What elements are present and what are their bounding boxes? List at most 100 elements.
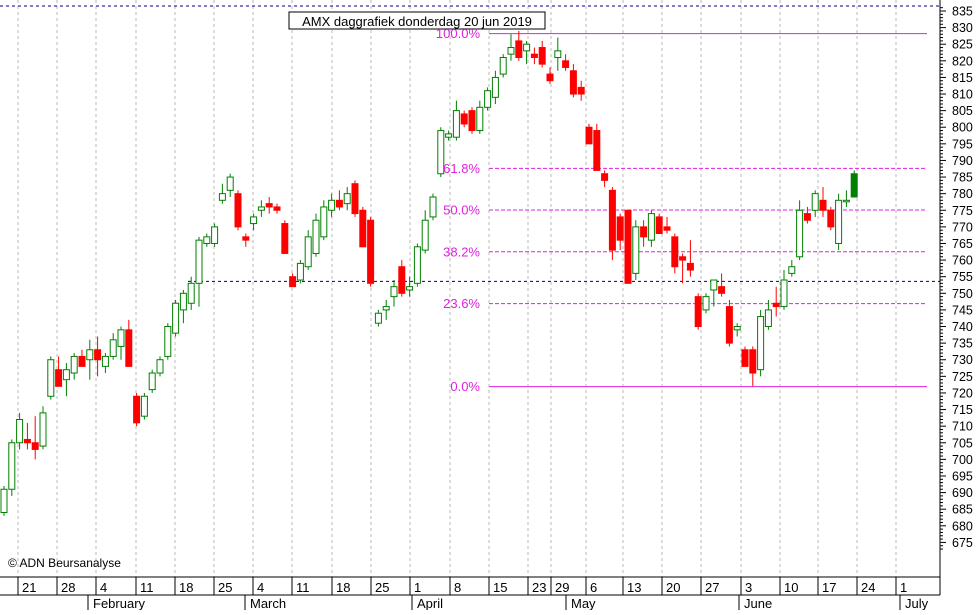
candle-body (359, 209, 367, 248)
candle-body (780, 279, 788, 308)
candle-body (140, 395, 148, 417)
fib-level-label: 50.0% (443, 202, 480, 217)
y-tick-label: 750 (952, 287, 973, 301)
month-label: May (571, 596, 596, 610)
y-tick-label: 795 (952, 137, 973, 151)
candle-body (842, 199, 850, 203)
x-tick-label: 3 (745, 580, 752, 595)
candle-body (850, 173, 858, 198)
candle-body (803, 213, 811, 221)
candle-body (733, 326, 741, 331)
candle-body (710, 279, 718, 291)
y-tick-label: 765 (952, 237, 973, 251)
x-tick-label: 17 (822, 580, 836, 595)
y-tick-label: 810 (952, 88, 973, 102)
candle-body (702, 296, 710, 311)
candle-body (172, 302, 180, 334)
candle-body (328, 199, 336, 211)
candle-body (640, 226, 648, 238)
month-label: April (417, 596, 443, 610)
candle-body (546, 73, 554, 82)
y-tick-label: 790 (952, 154, 973, 168)
candle-body (679, 256, 687, 261)
candle-body (835, 199, 843, 244)
y-tick-label: 775 (952, 204, 973, 218)
candle-body (296, 262, 304, 281)
y-tick-label: 690 (952, 486, 973, 500)
candle-body (788, 266, 796, 274)
candle-body (686, 262, 694, 271)
candle-body (530, 53, 538, 58)
candle-body (31, 442, 39, 450)
candle-body (312, 219, 320, 254)
y-tick-label: 835 (952, 4, 973, 18)
x-tick-label: 13 (627, 580, 641, 595)
y-tick-label: 745 (952, 303, 973, 317)
candle-body (538, 47, 546, 65)
y-tick-label: 820 (952, 54, 973, 68)
candles (0, 30, 858, 516)
y-tick-label: 785 (952, 171, 973, 185)
y-tick-label: 715 (952, 403, 973, 417)
candle-body (476, 106, 484, 132)
candle-body (78, 355, 86, 367)
candle-body (655, 216, 663, 235)
x-tick-label: 29 (555, 580, 569, 595)
candle-body (335, 199, 343, 208)
candle-body (281, 223, 289, 254)
candle-body (796, 209, 804, 258)
y-tick-label: 685 (952, 503, 973, 517)
x-tick-label: 15 (493, 580, 507, 595)
labels: AMX daggrafiek donderdag 20 jun 2019 © A… (8, 11, 546, 570)
y-tick-label: 755 (952, 270, 973, 284)
candle-body (242, 236, 250, 241)
month-label: June (744, 596, 772, 610)
candle-body (569, 70, 577, 95)
candle-body (203, 236, 211, 244)
candle-body (125, 329, 133, 367)
candle-body (484, 90, 492, 108)
candle-body (764, 309, 772, 328)
candle-body (421, 219, 429, 251)
y-tick-label: 675 (952, 536, 973, 550)
fib-level-label: 100.0% (436, 26, 481, 41)
candle-body (460, 113, 468, 125)
candle-body (101, 355, 109, 367)
x-tick-label: 6 (590, 580, 597, 595)
y-tick-label: 695 (952, 469, 973, 483)
x-tick-label: 8 (454, 580, 461, 595)
candle-body (585, 126, 593, 145)
candle-body (437, 130, 445, 175)
chart-title: AMX daggrafiek donderdag 20 jun 2019 (302, 14, 532, 29)
candle-body (382, 306, 390, 311)
y-tick-label: 830 (952, 21, 973, 35)
x-tick-label: 11 (296, 580, 310, 595)
y-tick-label: 730 (952, 353, 973, 367)
y-tick-label: 720 (952, 386, 973, 400)
candle-body (86, 349, 94, 361)
x-tick-label: 4 (100, 580, 107, 595)
y-tick-label: 700 (952, 453, 973, 467)
chart-title-box (288, 11, 546, 30)
candle-body (413, 246, 421, 284)
candle-body (148, 372, 156, 391)
y-tick-label: 740 (952, 320, 973, 334)
candle-body (320, 206, 328, 238)
candle-body (577, 86, 585, 95)
x-tick-label: 10 (784, 580, 798, 595)
reference-lines (0, 5, 940, 388)
y-tick-label: 710 (952, 420, 973, 434)
y-tick-label: 825 (952, 38, 973, 52)
candle-body (62, 369, 70, 381)
candle-body (452, 110, 460, 138)
x-tick-label: 24 (861, 580, 875, 595)
x-tick-label: 28 (61, 580, 75, 595)
y-tick-label: 815 (952, 71, 973, 85)
candle-body (718, 286, 726, 294)
y-tick-label: 760 (952, 254, 973, 268)
candle-body (156, 359, 164, 374)
candle-body (367, 219, 375, 284)
candle-body (8, 442, 16, 490)
fib-level-label: 61.8% (443, 161, 480, 176)
